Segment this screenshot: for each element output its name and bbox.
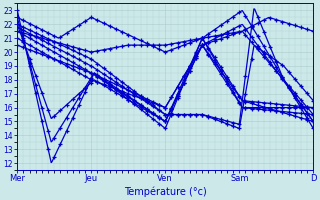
X-axis label: Température (°c): Température (°c)	[124, 186, 207, 197]
